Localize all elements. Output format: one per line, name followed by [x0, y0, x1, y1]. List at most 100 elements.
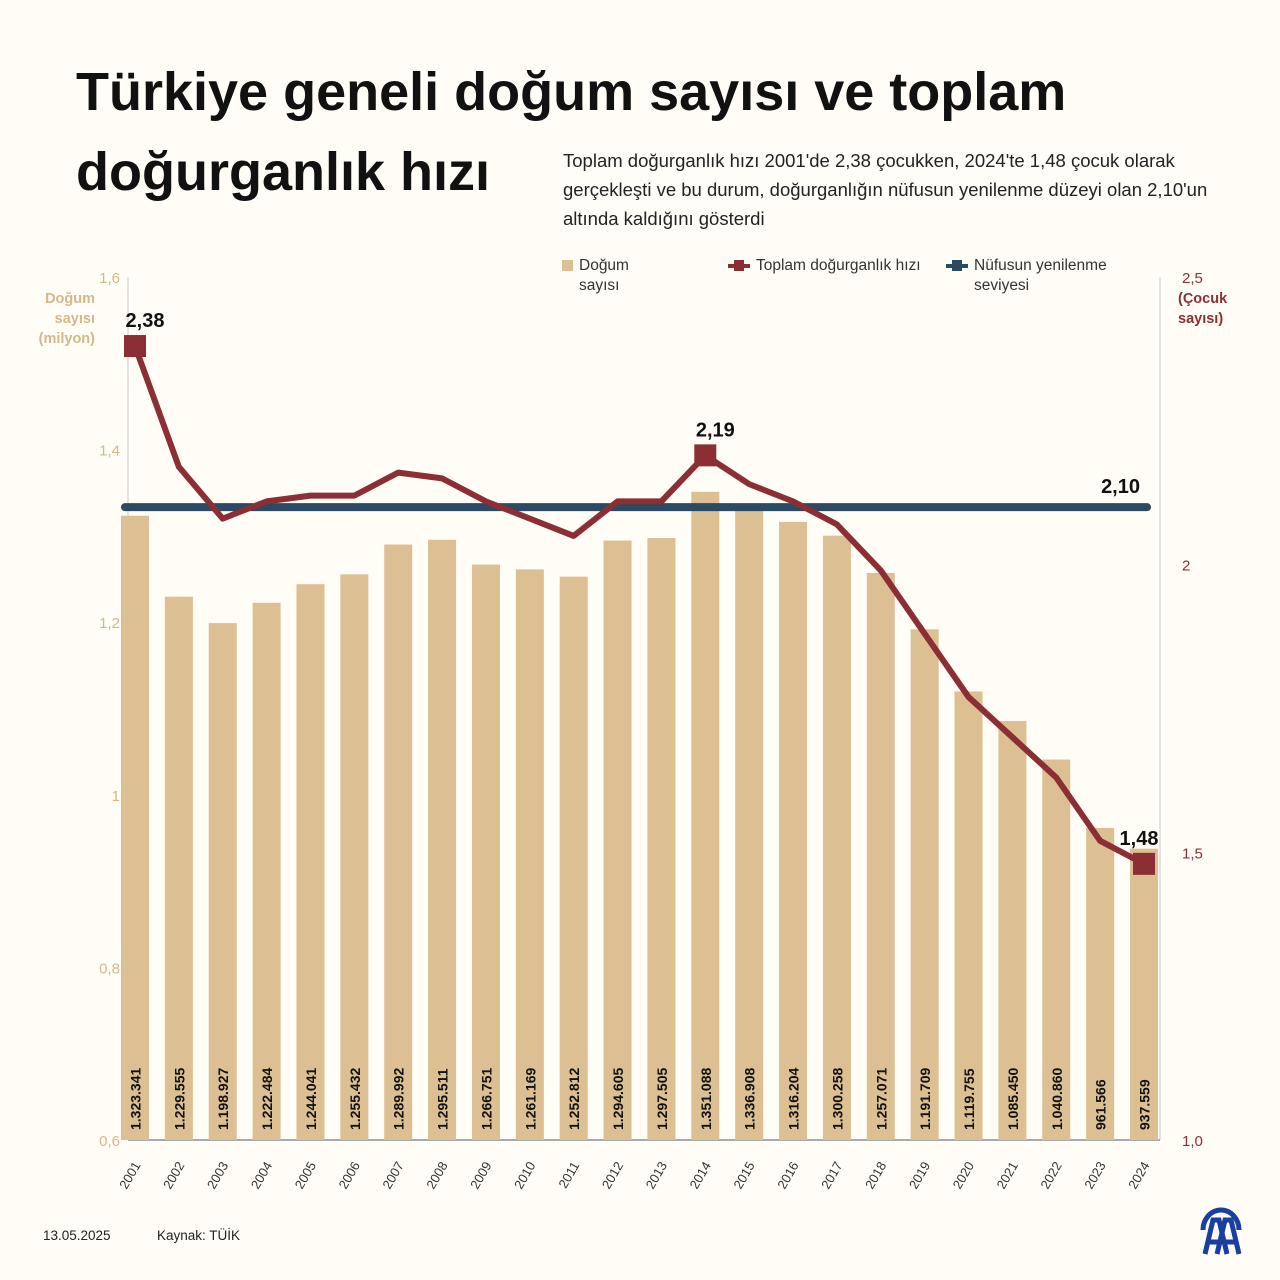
x-tick-label: 2003 [204, 1159, 231, 1192]
left-axis-title-line: sayısı [55, 311, 95, 327]
bar-value-label: 1.244.041 [303, 1068, 319, 1130]
bar [515, 569, 544, 1140]
right-tick-label: 1,0 [1182, 1133, 1203, 1150]
left-tick-label: 1,2 [99, 615, 120, 632]
bar-value-label: 1.257.071 [873, 1068, 889, 1130]
bar [603, 540, 632, 1140]
bar [384, 544, 413, 1140]
bar-value-label: 1.255.432 [347, 1068, 363, 1130]
x-tick-label: 2004 [248, 1159, 275, 1192]
bar-value-label: 1.261.169 [522, 1068, 538, 1130]
bar [471, 564, 500, 1140]
subtitle: Toplam doğurganlık hızı 2001'de 2,38 çoc… [563, 150, 1208, 229]
left-tick-label: 1 [112, 788, 120, 805]
right-axis-title-line: (Çocuk [1178, 291, 1228, 307]
left-tick-label: 1,4 [99, 443, 120, 460]
x-tick-label: 2020 [950, 1159, 977, 1192]
bar [428, 539, 457, 1140]
bar [559, 576, 588, 1140]
x-tick-label: 2016 [774, 1159, 801, 1192]
legend-item-tfr: Toplam doğurganlık hızı [728, 256, 938, 276]
bar [954, 691, 983, 1140]
bar [340, 574, 369, 1140]
bar [121, 515, 149, 1140]
footer-date: 13.05.2025 [43, 1228, 111, 1243]
replacement-level-label: 2,10 [1101, 476, 1140, 498]
x-tick-label: 2008 [423, 1159, 450, 1192]
x-tick-label: 2018 [862, 1159, 889, 1192]
page-title: Türkiye geneli doğum sayısı ve toplam do… [76, 62, 1067, 202]
x-tick-label: 2007 [379, 1159, 406, 1192]
x-tick-label: 2001 [116, 1159, 143, 1192]
x-tick-label: 2013 [643, 1159, 670, 1192]
tfr-annotation: 1,48 [1120, 828, 1159, 850]
legend-item-births: Doğum sayısı [562, 256, 629, 296]
bar [735, 504, 764, 1140]
left-tick-label: 1,6 [99, 270, 120, 287]
tfr-marker [124, 335, 146, 358]
x-tick-label: 2024 [1125, 1159, 1152, 1192]
bar [296, 584, 325, 1140]
x-tick-label: 2011 [555, 1159, 582, 1191]
bar-value-label: 1.351.088 [698, 1068, 714, 1130]
bar-value-label: 1.222.484 [259, 1068, 275, 1130]
bar [1086, 827, 1115, 1140]
bar-value-label: 1.198.927 [215, 1068, 231, 1130]
bar-value-label: 1.300.258 [829, 1068, 845, 1130]
tfr-marker [1133, 852, 1155, 875]
legend-swatch-line [728, 260, 750, 271]
bar-value-label: 1.336.908 [742, 1068, 758, 1130]
bar-value-label: 961.566 [1093, 1079, 1109, 1130]
footer-source: Kaynak: TÜİK [157, 1228, 241, 1243]
right-axis-title-line: sayısı) [1178, 311, 1223, 327]
tfr-line [132, 345, 1146, 867]
bar-value-label: 1.252.812 [566, 1068, 582, 1130]
bar [164, 596, 193, 1140]
x-tick-label: 2014 [686, 1159, 713, 1192]
bar [1130, 848, 1158, 1140]
x-tick-label: 2017 [818, 1159, 845, 1192]
bar [1042, 759, 1071, 1140]
left-axis-title-line: (milyon) [39, 331, 96, 347]
x-tick-label: 2019 [906, 1159, 933, 1192]
bar [208, 623, 237, 1140]
right-tick-label: 2,5 [1182, 270, 1203, 287]
bar-value-label: 1.085.450 [1005, 1068, 1021, 1130]
legend-swatch-bar [562, 260, 573, 271]
bar [998, 721, 1027, 1140]
tfr-annotation: 2,38 [126, 310, 165, 332]
bar-value-label: 1.266.751 [478, 1068, 494, 1130]
x-tick-label: 2012 [599, 1159, 626, 1192]
legend-label: Doğum sayısı [579, 257, 629, 294]
tfr-annotation: 2,19 [696, 419, 735, 441]
bar [779, 521, 808, 1140]
left-tick-label: 0,8 [99, 960, 120, 977]
bar-value-label: 1.323.341 [128, 1068, 144, 1130]
x-tick-label: 2015 [730, 1159, 757, 1192]
left-axis-title-line: Doğum [45, 291, 95, 307]
legend-label: Toplam doğurganlık hızı [756, 257, 921, 274]
x-tick-label: 2002 [160, 1159, 187, 1192]
legend-label: Nüfusun yenilenme seviyesi [974, 257, 1107, 294]
x-tick-label: 2023 [1081, 1159, 1108, 1192]
legend-swatch-line [946, 260, 968, 271]
bar [252, 602, 281, 1140]
x-tick-label: 2009 [467, 1159, 494, 1192]
right-tick-label: 1,5 [1182, 845, 1203, 862]
legend-item-replacement: Nüfusun yenilenme seviyesi [946, 256, 1166, 296]
right-tick-label: 2 [1182, 558, 1190, 575]
bar-value-label: 1.297.505 [654, 1068, 670, 1130]
bar-value-label: 1.040.860 [1049, 1068, 1065, 1130]
bar-value-label: 1.289.992 [391, 1068, 407, 1130]
bar [866, 572, 895, 1140]
bar-value-label: 1.316.204 [786, 1068, 802, 1130]
bar-value-label: 1.295.511 [435, 1068, 451, 1130]
bar-value-label: 937.559 [1137, 1079, 1153, 1130]
bar [822, 535, 851, 1140]
bar [691, 491, 720, 1141]
bar-value-label: 1.294.605 [610, 1068, 626, 1130]
bar-value-label: 1.191.709 [917, 1068, 933, 1130]
bar-value-label: 1.229.555 [171, 1068, 187, 1130]
bar-value-label: 1.119.755 [961, 1068, 977, 1130]
